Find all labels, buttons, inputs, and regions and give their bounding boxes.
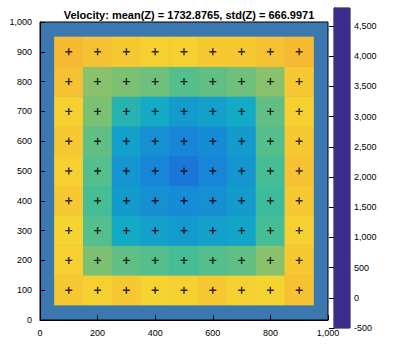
svg-text:1,000: 1,000 bbox=[9, 17, 32, 27]
svg-text:600: 600 bbox=[17, 136, 32, 146]
svg-text:900: 900 bbox=[17, 47, 32, 57]
svg-text:700: 700 bbox=[17, 106, 32, 116]
svg-text:400: 400 bbox=[148, 328, 163, 338]
svg-text:-500: -500 bbox=[354, 323, 372, 333]
svg-text:0: 0 bbox=[354, 293, 359, 303]
svg-text:600: 600 bbox=[205, 328, 220, 338]
svg-text:1,000: 1,000 bbox=[354, 232, 377, 242]
svg-text:200: 200 bbox=[90, 328, 105, 338]
svg-text:1,000: 1,000 bbox=[317, 328, 340, 338]
svg-text:0: 0 bbox=[37, 328, 42, 338]
svg-text:500: 500 bbox=[17, 166, 32, 176]
svg-text:2,000: 2,000 bbox=[354, 172, 377, 182]
svg-text:3,500: 3,500 bbox=[354, 81, 377, 91]
svg-text:500: 500 bbox=[354, 263, 369, 273]
svg-text:400: 400 bbox=[17, 196, 32, 206]
svg-text:300: 300 bbox=[17, 226, 32, 236]
svg-text:0: 0 bbox=[27, 315, 32, 325]
svg-text:2,500: 2,500 bbox=[354, 142, 377, 152]
svg-text:200: 200 bbox=[17, 255, 32, 265]
svg-text:Velocity: mean(Z) = 1732.8765,: Velocity: mean(Z) = 1732.8765, std(Z) = … bbox=[64, 9, 315, 21]
svg-text:1,500: 1,500 bbox=[354, 202, 377, 212]
svg-text:4,500: 4,500 bbox=[354, 21, 377, 31]
svg-text:800: 800 bbox=[17, 77, 32, 87]
svg-text:800: 800 bbox=[263, 328, 278, 338]
svg-text:100: 100 bbox=[17, 285, 32, 295]
svg-text:3,000: 3,000 bbox=[354, 112, 377, 122]
svg-text:4,000: 4,000 bbox=[354, 51, 377, 61]
